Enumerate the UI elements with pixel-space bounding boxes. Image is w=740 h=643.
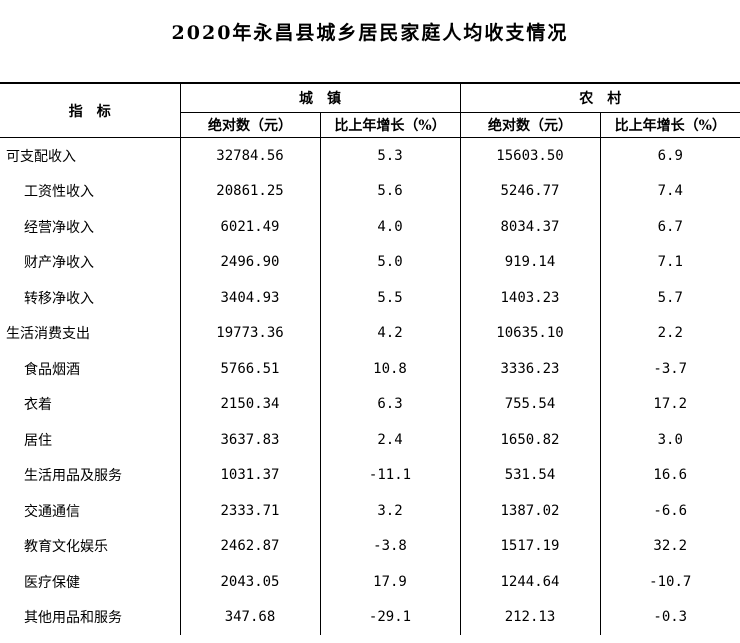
- rural-growth-cell: -0.3: [599, 599, 740, 635]
- table-row: 生活用品及服务 1031.37 -11.1 531.54 16.6: [0, 457, 740, 493]
- table-row: 衣着 2150.34 6.3 755.54 17.2: [0, 386, 740, 422]
- row-name: 生活用品及服务: [24, 468, 122, 485]
- row-name: 可支配收入: [6, 148, 76, 165]
- urban-growth-cell: 5.6: [319, 173, 460, 209]
- rural-growth-cell: -10.7: [599, 564, 740, 600]
- urban-absolute-cell: 1031.37: [179, 457, 320, 493]
- rural-growth-cell: 16.6: [599, 457, 740, 493]
- row-name: 经营净收入: [24, 219, 94, 236]
- urban-absolute-cell: 3404.93: [179, 280, 320, 316]
- urban-growth-cell: 5.3: [319, 137, 460, 174]
- urban-growth-cell: 3.2: [319, 493, 460, 529]
- table-row: 生活消费支出 19773.36 4.2 10635.10 2.2: [0, 315, 740, 351]
- table-row: 交通通信 2333.71 3.2 1387.02 -6.6: [0, 493, 740, 529]
- table-row: 工资性收入 20861.25 5.6 5246.77 7.4: [0, 173, 740, 209]
- table-row: 经营净收入 6021.49 4.0 8034.37 6.7: [0, 209, 740, 245]
- rural-absolute-cell: 10635.10: [459, 315, 600, 351]
- rural-growth-cell: -3.7: [599, 351, 740, 387]
- table-row: 食品烟酒 5766.51 10.8 3336.23 -3.7: [0, 351, 740, 387]
- row-name: 居住: [24, 432, 52, 449]
- urban-growth-cell: 5.0: [319, 244, 460, 280]
- urban-absolute-cell: 6021.49: [179, 209, 320, 245]
- rural-absolute-cell: 1244.64: [459, 564, 600, 600]
- table-row: 其他用品和服务 347.68 -29.1 212.13 -0.3: [0, 599, 740, 635]
- income-expenditure-table: 指 标 城 镇 农 村 绝对数（元） 比上年增长（%） 绝对数（元） 比上年增长…: [0, 82, 740, 635]
- row-name: 生活消费支出: [6, 326, 90, 343]
- rural-absolute-cell: 1387.02: [459, 493, 600, 529]
- rural-growth-cell: 6.9: [599, 137, 740, 174]
- header-rural-growth: 比上年增长（%）: [599, 112, 740, 138]
- rural-absolute-cell: 3336.23: [459, 351, 600, 387]
- row-name: 教育文化娱乐: [24, 539, 108, 556]
- row-name: 转移净收入: [24, 290, 94, 307]
- header-rural-absolute: 绝对数（元）: [459, 112, 600, 138]
- rural-absolute-cell: 919.14: [459, 244, 600, 280]
- header-rural: 农 村: [459, 83, 740, 113]
- rural-growth-cell: 32.2: [599, 528, 740, 564]
- rural-absolute-cell: 5246.77: [459, 173, 600, 209]
- header-indicator: 指 标: [68, 103, 111, 120]
- urban-absolute-cell: 20861.25: [179, 173, 320, 209]
- rural-growth-cell: 17.2: [599, 386, 740, 422]
- urban-absolute-cell: 2333.71: [179, 493, 320, 529]
- urban-growth-cell: 17.9: [319, 564, 460, 600]
- row-name: 财产净收入: [24, 255, 94, 272]
- urban-absolute-cell: 32784.56: [179, 137, 320, 174]
- urban-absolute-cell: 2150.34: [179, 386, 320, 422]
- table-row: 教育文化娱乐 2462.87 -3.8 1517.19 32.2: [0, 528, 740, 564]
- row-name: 食品烟酒: [24, 361, 80, 378]
- header-urban-growth: 比上年增长（%）: [319, 112, 460, 138]
- urban-absolute-cell: 2496.90: [179, 244, 320, 280]
- rural-absolute-cell: 1650.82: [459, 422, 600, 458]
- rural-growth-cell: 6.7: [599, 209, 740, 245]
- rural-growth-cell: 7.4: [599, 173, 740, 209]
- rural-growth-cell: 7.1: [599, 244, 740, 280]
- table-row: 医疗保健 2043.05 17.9 1244.64 -10.7: [0, 564, 740, 600]
- urban-absolute-cell: 347.68: [179, 599, 320, 635]
- rural-absolute-cell: 531.54: [459, 457, 600, 493]
- urban-growth-cell: -3.8: [319, 528, 460, 564]
- urban-absolute-cell: 3637.83: [179, 422, 320, 458]
- table-row: 转移净收入 3404.93 5.5 1403.23 5.7: [0, 280, 740, 316]
- row-name: 工资性收入: [24, 184, 94, 201]
- page-title: 2020年永昌县城乡居民家庭人均收支情况: [171, 22, 569, 44]
- rural-absolute-cell: 8034.37: [459, 209, 600, 245]
- urban-growth-cell: 2.4: [319, 422, 460, 458]
- urban-absolute-cell: 2043.05: [179, 564, 320, 600]
- rural-growth-cell: -6.6: [599, 493, 740, 529]
- table-row: 财产净收入 2496.90 5.0 919.14 7.1: [0, 244, 740, 280]
- rural-absolute-cell: 755.54: [459, 386, 600, 422]
- table-row: 居住 3637.83 2.4 1650.82 3.0: [0, 422, 740, 458]
- rural-growth-cell: 2.2: [599, 315, 740, 351]
- rural-growth-cell: 5.7: [599, 280, 740, 316]
- rural-absolute-cell: 1403.23: [459, 280, 600, 316]
- rural-absolute-cell: 212.13: [459, 599, 600, 635]
- urban-growth-cell: 6.3: [319, 386, 460, 422]
- urban-growth-cell: 4.2: [319, 315, 460, 351]
- urban-growth-cell: 5.5: [319, 280, 460, 316]
- row-name: 医疗保健: [24, 574, 80, 591]
- header-urban-absolute: 绝对数（元）: [179, 112, 320, 138]
- urban-absolute-cell: 2462.87: [179, 528, 320, 564]
- urban-growth-cell: -11.1: [319, 457, 460, 493]
- urban-absolute-cell: 5766.51: [179, 351, 320, 387]
- row-name: 交通通信: [24, 503, 80, 520]
- rural-growth-cell: 3.0: [599, 422, 740, 458]
- header-urban: 城 镇: [179, 83, 460, 113]
- rural-absolute-cell: 1517.19: [459, 528, 600, 564]
- rural-absolute-cell: 15603.50: [459, 137, 600, 174]
- row-name: 衣着: [24, 397, 52, 414]
- row-name: 其他用品和服务: [24, 610, 122, 627]
- table-row: 可支配收入 32784.56 5.3 15603.50 6.9: [0, 137, 740, 174]
- urban-absolute-cell: 19773.36: [179, 315, 320, 351]
- urban-growth-cell: 10.8: [319, 351, 460, 387]
- urban-growth-cell: -29.1: [319, 599, 460, 635]
- urban-growth-cell: 4.0: [319, 209, 460, 245]
